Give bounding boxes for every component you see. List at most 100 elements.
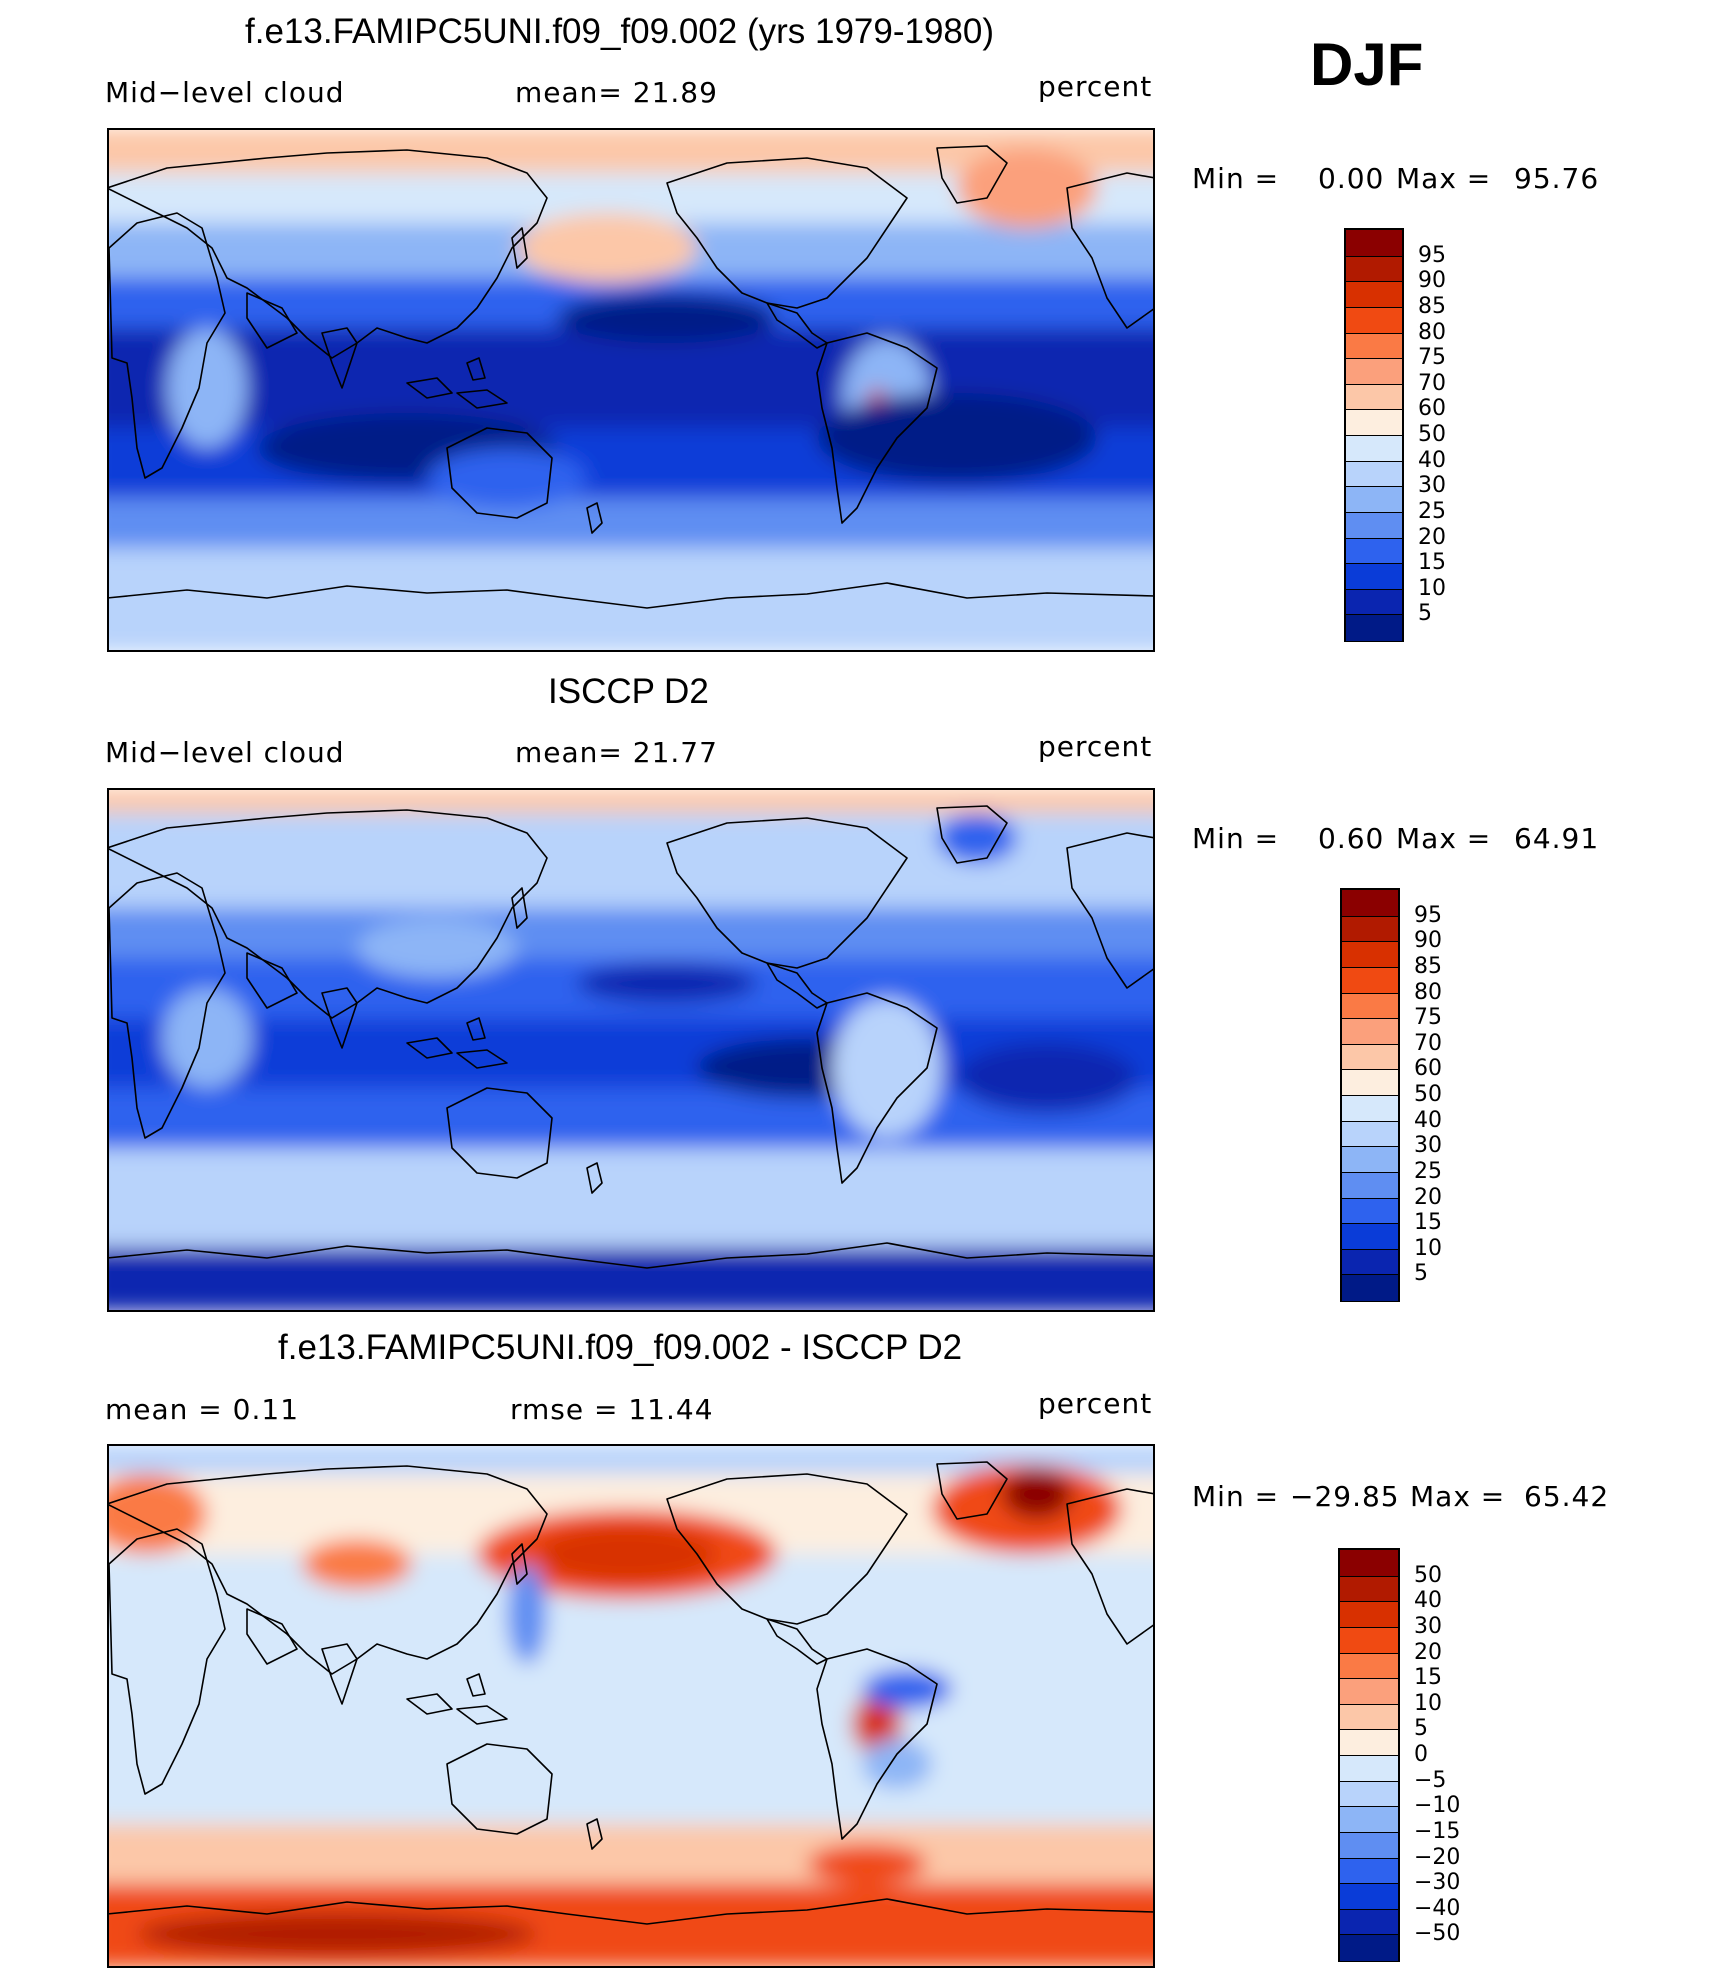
colorbar-cell	[1342, 941, 1398, 968]
colorbar-tick-label: 20	[1418, 524, 1446, 550]
colorbar-tick-label: 80	[1414, 979, 1442, 1005]
units-label-obs: percent	[1038, 730, 1153, 763]
colorbar-tick-label: 15	[1414, 1210, 1442, 1236]
colorbar-tick-label: 40	[1418, 447, 1446, 473]
colorbar-tick-label: 60	[1414, 1056, 1442, 1082]
colorbar-tick-label: 75	[1414, 1005, 1442, 1031]
max-label-model: Max =	[1396, 162, 1492, 195]
colorbar-cell	[1346, 460, 1402, 488]
colorbar-tick-label: 95	[1414, 902, 1442, 928]
colorbar-cell	[1340, 1678, 1398, 1705]
colorbar-cell	[1342, 1274, 1398, 1301]
colorbar-cell	[1340, 1755, 1398, 1782]
colorbar-tick-label: 90	[1418, 268, 1446, 294]
colorbar-obs	[1340, 888, 1400, 1302]
panel-title-diff: f.e13.FAMIPC5UNI.f09_f09.002 - ISCCP D2	[278, 1328, 963, 1367]
colorbar-cell	[1340, 1934, 1398, 1961]
colorbar-cell	[1340, 1831, 1398, 1859]
colorbar-tick-label: −10	[1414, 1793, 1461, 1819]
colorbar-cell	[1340, 1652, 1398, 1680]
colorbar-cell	[1342, 1197, 1398, 1225]
colorbar-cell	[1340, 1550, 1398, 1577]
colorbar-cell	[1346, 537, 1402, 565]
colorbar-cell	[1342, 1223, 1398, 1250]
colorbar-tick-label: 50	[1414, 1562, 1442, 1588]
colorbar-cell	[1342, 992, 1398, 1020]
colorbar-tick-label: 40	[1414, 1588, 1442, 1614]
colorbar-cell	[1342, 890, 1398, 917]
colorbar-tick-label: −50	[1414, 1921, 1461, 1947]
rmse-label-diff: rmse = 11.44	[510, 1393, 714, 1426]
colorbar-model	[1344, 228, 1404, 642]
difference-map	[107, 1444, 1155, 1968]
min-label-obs: Min =	[1192, 822, 1280, 855]
colorbar-tick-label: −40	[1414, 1895, 1461, 1921]
colorbar-cell	[1342, 1018, 1398, 1045]
colorbar-tick-label: 30	[1418, 473, 1446, 499]
colorbar-cell	[1342, 1069, 1398, 1096]
cloud-map-obs	[107, 788, 1155, 1312]
colorbar-cell	[1340, 1857, 1398, 1885]
colorbar-cell	[1342, 966, 1398, 994]
field-label-obs: Mid−level cloud	[105, 736, 345, 769]
colorbar-cell	[1340, 1806, 1398, 1833]
colorbar-tick-label: 80	[1418, 319, 1446, 345]
colorbar-tick-label: 50	[1414, 1082, 1442, 1107]
colorbar-tick-label: 10	[1418, 575, 1446, 601]
colorbar-cell	[1342, 1043, 1398, 1071]
min-label-model: Min =	[1192, 162, 1280, 195]
colorbar-cell	[1342, 1146, 1398, 1173]
min-value-model: 0.00	[1318, 162, 1385, 195]
colorbar-tick-label: 70	[1418, 370, 1446, 396]
panel-title-model: f.e13.FAMIPC5UNI.f09_f09.002 (yrs 1979-1…	[245, 12, 995, 51]
max-label-obs: Max =	[1396, 822, 1492, 855]
mean-label-diff: mean = 0.11	[105, 1393, 300, 1426]
colorbar-tick-label: 50	[1418, 422, 1446, 447]
colorbar-tick-label: 95	[1418, 242, 1446, 268]
colorbar-tick-label: 10	[1414, 1235, 1442, 1261]
colorbar-cell	[1342, 915, 1398, 943]
colorbar-tick-label: 5	[1414, 1261, 1428, 1287]
colorbar-cell	[1342, 1120, 1398, 1148]
colorbar-tick-label: 20	[1414, 1639, 1442, 1665]
colorbar-cell	[1346, 358, 1402, 385]
colorbar-cell	[1340, 1729, 1398, 1756]
colorbar-cell	[1340, 1780, 1398, 1808]
colorbar-cell	[1346, 230, 1402, 257]
colorbar-tick-label: 25	[1418, 498, 1446, 524]
min-value-obs: 0.60	[1318, 822, 1385, 855]
colorbar-cell	[1340, 1575, 1398, 1603]
colorbar-tick-label: −15	[1414, 1818, 1461, 1844]
colorbar-cell	[1346, 486, 1402, 513]
colorbar-tick-label: 85	[1414, 953, 1442, 979]
season-label: DJF	[1310, 31, 1424, 98]
colorbar-tick-label: 30	[1414, 1613, 1442, 1639]
colorbar-tick-label: 15	[1414, 1665, 1442, 1691]
colorbar-tick-label: 90	[1414, 928, 1442, 954]
colorbar-cell	[1342, 1248, 1398, 1276]
colorbar-tick-label: 5	[1418, 601, 1432, 627]
colorbar-cell	[1340, 1601, 1398, 1628]
colorbar-cell	[1342, 1095, 1398, 1122]
colorbar-tick-label: 25	[1414, 1158, 1442, 1184]
colorbar-cell	[1346, 306, 1402, 334]
colorbar-cell	[1346, 435, 1402, 462]
max-label-diff: Max =	[1410, 1480, 1506, 1513]
colorbar-tick-label: 30	[1414, 1133, 1442, 1159]
colorbar-tick-label: 60	[1418, 396, 1446, 422]
cloud-map-model	[107, 128, 1155, 652]
max-value-diff: 65.42	[1524, 1480, 1610, 1513]
colorbar-cell	[1346, 281, 1402, 308]
mean-label-model: mean= 21.89	[515, 76, 718, 109]
colorbar-tick-label: 85	[1418, 293, 1446, 319]
colorbar-tick-label: 10	[1414, 1690, 1442, 1716]
colorbar-tick-label: 40	[1414, 1107, 1442, 1133]
panel-title-obs: ISCCP D2	[548, 672, 709, 711]
colorbar-tick-label: 70	[1414, 1030, 1442, 1056]
colorbar-cell	[1346, 614, 1402, 641]
colorbar-tick-label: 15	[1418, 550, 1446, 576]
colorbar-tick-label: 75	[1418, 345, 1446, 371]
units-label-model: percent	[1038, 70, 1153, 103]
min-label-diff: Min =	[1192, 1480, 1280, 1513]
colorbar-cell	[1340, 1703, 1398, 1731]
